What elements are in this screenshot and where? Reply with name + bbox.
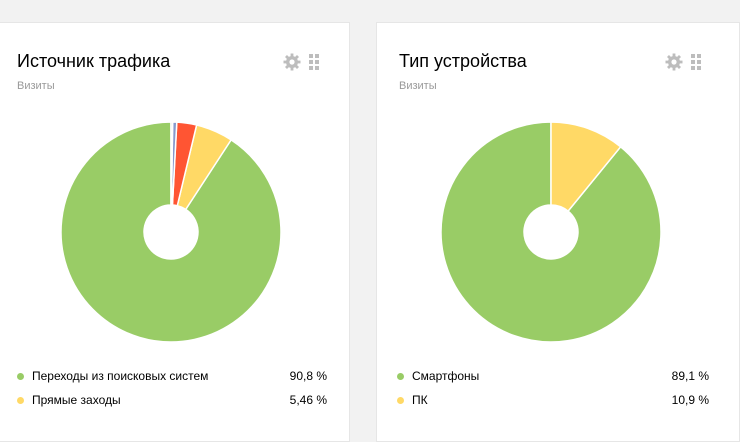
legend-label: Переходы из поисковых систем <box>32 369 209 383</box>
legend-label: Прямые заходы <box>32 393 121 407</box>
widget-traffic-source: Источник трафика Визиты Переходы из поис… <box>0 22 350 442</box>
legend-marker <box>397 397 404 404</box>
chart-legend: Переходы из поисковых систем 90,8 % Прям… <box>17 364 327 412</box>
legend-value: 89,1 % <box>671 369 709 383</box>
legend-value: 10,9 % <box>671 393 709 407</box>
legend-marker <box>17 397 24 404</box>
legend-value: 5,46 % <box>289 393 327 407</box>
legend-label: ПК <box>412 393 428 407</box>
drag-handle-icon[interactable] <box>309 54 319 70</box>
legend-item[interactable]: ПК 10,9 % <box>397 388 709 412</box>
pie-chart <box>61 122 281 342</box>
pie-slice[interactable] <box>550 122 622 213</box>
pie-slice[interactable] <box>61 122 281 342</box>
drag-handle-icon[interactable] <box>691 54 701 70</box>
chart-legend: Смартфоны 89,1 % ПК 10,9 % <box>397 364 709 412</box>
legend-label: Смартфоны <box>412 369 480 383</box>
widget-device-type: Тип устройства Визиты Смартфоны 89,1 % П… <box>376 22 740 442</box>
pie-chart <box>441 122 661 342</box>
widget-title: Источник трафика <box>17 51 171 71</box>
legend-marker <box>17 373 24 380</box>
widget-tools <box>665 53 701 71</box>
legend-marker <box>397 373 404 380</box>
legend-item[interactable]: Смартфоны 89,1 % <box>397 364 709 388</box>
widget-title: Тип устройства <box>399 51 527 71</box>
legend-item[interactable]: Прямые заходы 5,46 % <box>17 388 327 412</box>
pie-slice[interactable] <box>170 122 174 206</box>
gear-icon[interactable] <box>665 53 683 71</box>
widget-tools <box>283 53 319 71</box>
widget-subtitle: Визиты <box>399 80 437 92</box>
widget-subtitle: Визиты <box>17 80 55 92</box>
pie-slice[interactable] <box>441 122 661 342</box>
legend-value: 90,8 % <box>289 369 327 383</box>
gear-icon[interactable] <box>283 53 301 71</box>
legend-item[interactable]: Переходы из поисковых систем 90,8 % <box>17 364 327 388</box>
